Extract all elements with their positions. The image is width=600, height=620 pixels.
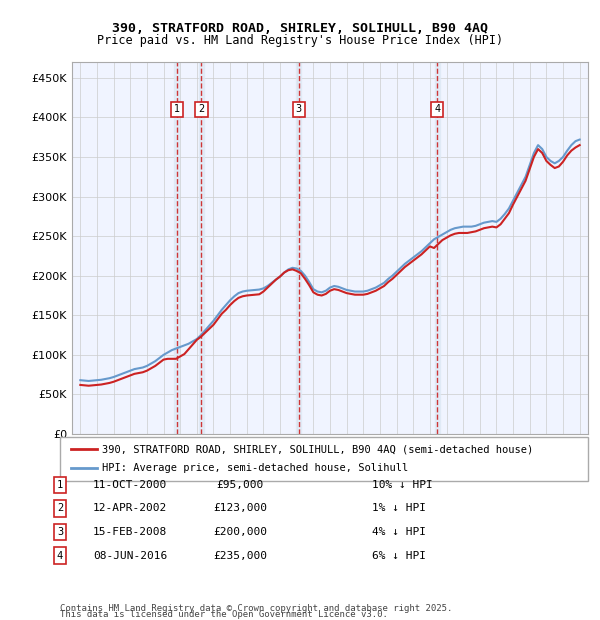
Text: 1% ↓ HPI: 1% ↓ HPI bbox=[372, 503, 426, 513]
Text: 4: 4 bbox=[57, 551, 63, 560]
Text: 390, STRATFORD ROAD, SHIRLEY, SOLIHULL, B90 4AQ: 390, STRATFORD ROAD, SHIRLEY, SOLIHULL, … bbox=[112, 22, 488, 35]
Bar bbox=[434, 62, 440, 434]
Bar bbox=[296, 62, 301, 434]
Text: 4: 4 bbox=[434, 105, 440, 115]
Text: 1: 1 bbox=[57, 480, 63, 490]
Text: 1: 1 bbox=[173, 105, 179, 115]
Text: 08-JUN-2016: 08-JUN-2016 bbox=[93, 551, 167, 560]
Bar bbox=[199, 62, 204, 434]
Text: 3: 3 bbox=[296, 105, 302, 115]
FancyBboxPatch shape bbox=[60, 437, 588, 480]
Text: £235,000: £235,000 bbox=[213, 551, 267, 560]
Text: £200,000: £200,000 bbox=[213, 527, 267, 537]
Text: £95,000: £95,000 bbox=[217, 480, 263, 490]
Text: £123,000: £123,000 bbox=[213, 503, 267, 513]
Text: 15-FEB-2008: 15-FEB-2008 bbox=[93, 527, 167, 537]
Text: 2: 2 bbox=[57, 503, 63, 513]
Text: 6% ↓ HPI: 6% ↓ HPI bbox=[372, 551, 426, 560]
Bar bbox=[174, 62, 179, 434]
Text: HPI: Average price, semi-detached house, Solihull: HPI: Average price, semi-detached house,… bbox=[102, 463, 409, 473]
Text: 390, STRATFORD ROAD, SHIRLEY, SOLIHULL, B90 4AQ (semi-detached house): 390, STRATFORD ROAD, SHIRLEY, SOLIHULL, … bbox=[102, 445, 533, 454]
Text: 4% ↓ HPI: 4% ↓ HPI bbox=[372, 527, 426, 537]
Text: 3: 3 bbox=[57, 527, 63, 537]
Text: Price paid vs. HM Land Registry's House Price Index (HPI): Price paid vs. HM Land Registry's House … bbox=[97, 34, 503, 47]
Text: 12-APR-2002: 12-APR-2002 bbox=[93, 503, 167, 513]
Text: 10% ↓ HPI: 10% ↓ HPI bbox=[372, 480, 433, 490]
Text: This data is licensed under the Open Government Licence v3.0.: This data is licensed under the Open Gov… bbox=[60, 609, 388, 619]
Text: 2: 2 bbox=[199, 105, 205, 115]
Text: Contains HM Land Registry data © Crown copyright and database right 2025.: Contains HM Land Registry data © Crown c… bbox=[60, 603, 452, 613]
Text: 11-OCT-2000: 11-OCT-2000 bbox=[93, 480, 167, 490]
